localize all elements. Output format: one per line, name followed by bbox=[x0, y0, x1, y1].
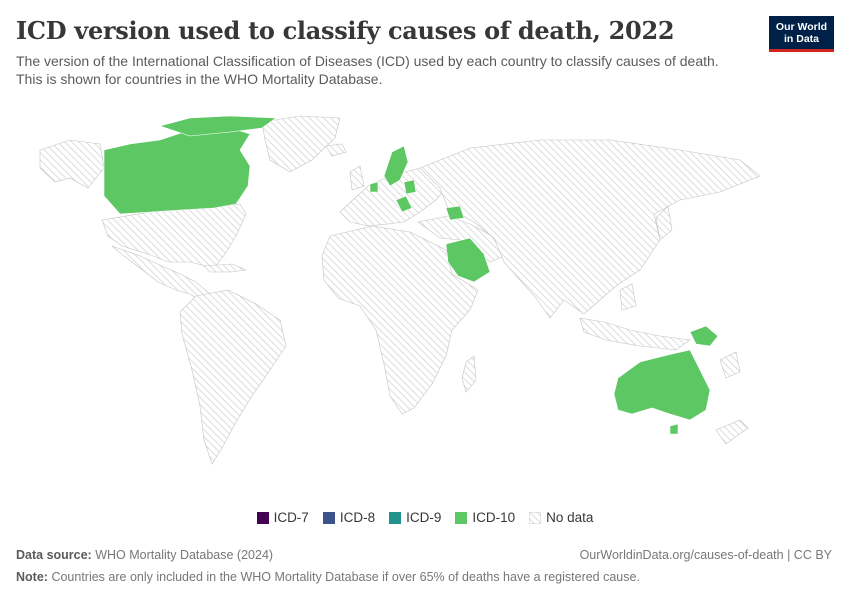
region-philippines[interactable] bbox=[619, 283, 637, 311]
region-south-america[interactable] bbox=[179, 289, 287, 465]
legend-swatch-hatch bbox=[529, 511, 542, 524]
legend-swatch bbox=[322, 511, 335, 524]
icd10-regions bbox=[103, 115, 719, 435]
region-alaska[interactable] bbox=[39, 139, 105, 189]
region-central-europe[interactable] bbox=[369, 181, 379, 193]
region-tasmania[interactable] bbox=[669, 423, 679, 435]
owid-logo[interactable]: Our World in Data bbox=[769, 16, 834, 52]
region-papua-new-guinea[interactable] bbox=[689, 325, 719, 347]
data-source-text[interactable]: WHO Mortality Database (2024) bbox=[95, 548, 274, 562]
region-japan[interactable] bbox=[655, 205, 673, 241]
region-canada-arctic[interactable] bbox=[158, 115, 277, 137]
chart-title: ICD version used to classify causes of d… bbox=[16, 16, 675, 45]
no-data-regions bbox=[39, 115, 761, 465]
region-balkans[interactable] bbox=[395, 195, 413, 213]
region-middle-east[interactable] bbox=[417, 215, 505, 263]
region-saudi-arabia[interactable] bbox=[445, 237, 491, 283]
region-caribbean[interactable] bbox=[203, 263, 248, 273]
note-text: Countries are only included in the WHO M… bbox=[51, 570, 640, 584]
data-source: Data source: WHO Mortality Database (202… bbox=[16, 548, 273, 562]
region-scandinavia[interactable] bbox=[383, 145, 409, 187]
region-baltic[interactable] bbox=[403, 179, 417, 195]
legend-swatch bbox=[389, 511, 402, 524]
region-australia[interactable] bbox=[613, 349, 711, 421]
legend-label: ICD-9 bbox=[406, 510, 442, 525]
footnote: Note: Countries are only included in the… bbox=[16, 570, 640, 584]
source-url[interactable]: OurWorldinData.org/causes-of-death | CC … bbox=[579, 548, 832, 562]
legend-item-icd9[interactable]: ICD-9 bbox=[389, 510, 441, 525]
legend-label: ICD-7 bbox=[273, 510, 309, 525]
legend-swatch bbox=[256, 511, 269, 524]
chart-subtitle: The version of the International Classif… bbox=[16, 53, 719, 87]
region-greenland[interactable] bbox=[261, 115, 341, 173]
legend-label: No data bbox=[546, 510, 594, 525]
legend-swatch bbox=[455, 511, 468, 524]
region-southeast-asia-islands[interactable] bbox=[579, 317, 691, 351]
region-pacific-islands[interactable] bbox=[719, 351, 741, 379]
legend-item-icd7[interactable]: ICD-7 bbox=[256, 510, 309, 525]
region-iceland[interactable] bbox=[325, 143, 347, 157]
region-canada[interactable] bbox=[103, 127, 251, 215]
region-new-zealand-south[interactable] bbox=[715, 419, 749, 445]
logo-line-1: Our World bbox=[775, 21, 828, 33]
legend-label: ICD-10 bbox=[472, 510, 516, 525]
region-russia-asia[interactable] bbox=[419, 139, 761, 319]
note-label: Note: bbox=[16, 570, 48, 584]
legend-item-icd10[interactable]: ICD-10 bbox=[455, 510, 515, 525]
legend: ICD-7 ICD-8 ICD-9 ICD-10 No data bbox=[0, 510, 850, 525]
world-map[interactable] bbox=[0, 110, 850, 505]
region-uk-ireland[interactable] bbox=[349, 165, 365, 191]
logo-line-2: in Data bbox=[783, 33, 819, 45]
legend-item-no-data[interactable]: No data bbox=[529, 510, 593, 525]
region-caucasus[interactable] bbox=[445, 205, 465, 221]
region-madagascar[interactable] bbox=[461, 355, 477, 393]
legend-item-icd8[interactable]: ICD-8 bbox=[322, 510, 376, 525]
legend-label: ICD-8 bbox=[339, 510, 376, 525]
data-source-label: Data source: bbox=[16, 548, 92, 562]
